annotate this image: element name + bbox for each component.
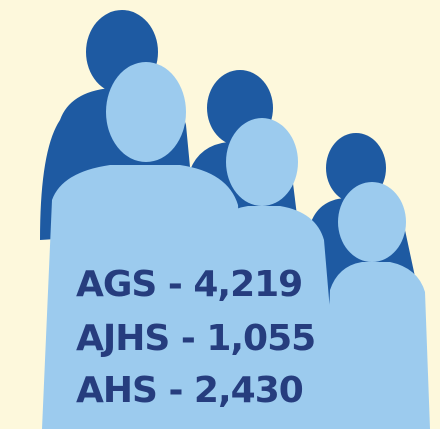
stat-line: AJHS - 1,055 [76, 318, 315, 359]
infographic: AGS - 4,219 AJHS - 1,055 AHS - 2,430 [0, 0, 440, 429]
page: AGS - 4,219 AJHS - 1,055 AHS - 2,430 (()… [0, 0, 440, 429]
stat-line: AGS - 4,219 [76, 264, 302, 305]
stat-line: AHS - 2,430 [76, 370, 303, 411]
